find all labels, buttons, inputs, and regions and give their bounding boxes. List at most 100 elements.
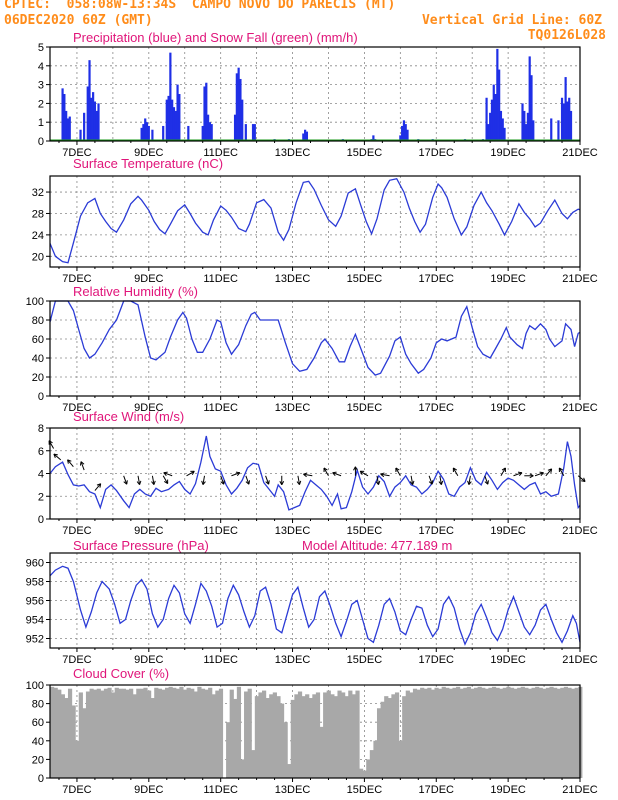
cloud-bar <box>499 688 504 778</box>
cloud-bar <box>509 687 515 778</box>
wind-arrow-head <box>201 480 204 485</box>
humidity-ytick-label: 40 <box>32 353 44 365</box>
wind-ytick-label: 2 <box>38 491 44 503</box>
cloud-bar <box>553 687 558 778</box>
wind-ytick-label: 0 <box>38 514 44 526</box>
cloud-bar <box>294 694 299 778</box>
wind-arrow <box>162 475 169 484</box>
wind-arrow <box>202 475 206 485</box>
cloud-bar <box>376 708 382 778</box>
cloud-bar <box>387 698 392 778</box>
precipitation-xtick-label: 7DEC <box>62 147 91 159</box>
wind-arrow-head <box>581 480 586 483</box>
wind-arrow <box>80 461 85 471</box>
cloud-bar <box>535 686 540 778</box>
cloud-bar <box>233 698 238 778</box>
cloud-cover-xtick-label: 15DEC <box>347 784 383 796</box>
precip-bar <box>489 112 492 141</box>
cloud-bar <box>118 688 123 778</box>
cloud-bar <box>147 690 152 778</box>
wind-arrow-head <box>539 471 544 474</box>
wind-ytick-label: 6 <box>38 446 44 458</box>
cloud-bar <box>502 687 507 778</box>
cloud-bar <box>574 687 579 778</box>
humidity-ytick-label: 100 <box>26 296 44 308</box>
precip-bar <box>503 127 506 141</box>
cloud-bar <box>355 690 360 778</box>
precip-bar <box>490 99 494 141</box>
cloud-bar <box>384 696 389 778</box>
temperature-xtick-label: 13DEC <box>275 273 311 285</box>
precip-bar <box>499 110 503 141</box>
cloud-bar <box>495 687 500 778</box>
precip-bar <box>523 110 526 141</box>
cloud-bar <box>416 689 421 778</box>
cloud-bar <box>463 687 468 778</box>
wind-xtick-label: 19DEC <box>490 525 526 537</box>
precip-bar <box>167 95 170 141</box>
model-code: TQ0126L028 <box>527 28 606 43</box>
cloud-bar <box>542 688 547 778</box>
precip-bar <box>207 114 210 141</box>
precip-bar <box>176 84 179 141</box>
precip-bar <box>492 84 495 141</box>
wind-arrow-head <box>191 471 195 475</box>
wind-arrow-head <box>303 472 308 475</box>
precipitation-ytick-label: 4 <box>38 61 44 73</box>
cloud-bar <box>186 687 191 778</box>
cloud-bar <box>103 688 109 778</box>
wind-arrow <box>468 475 471 485</box>
cloud-bar <box>517 687 522 778</box>
cloud-bar <box>269 694 274 778</box>
precip-bar <box>241 99 244 141</box>
cloud-bar <box>175 688 180 778</box>
temperature-xtick-label: 11DEC <box>203 273 238 285</box>
wind-arrow-head <box>409 481 414 485</box>
precip-bar <box>528 56 531 141</box>
precip-bar <box>562 103 565 141</box>
cloud-bar <box>283 722 288 778</box>
wind-xtick-label: 21DEC <box>562 525 598 537</box>
precipitation-xtick-label: 13DEC <box>275 147 311 159</box>
wind-arrow <box>534 472 544 477</box>
wind-arrow-head <box>164 481 168 484</box>
temperature-ytick-label: 28 <box>32 208 44 220</box>
cloud-bar <box>50 686 55 778</box>
wind-arrow <box>428 475 433 485</box>
cloud-cover-frame <box>49 684 581 779</box>
cloud-bar <box>438 688 443 778</box>
precipitation-ytick-label: 2 <box>38 98 44 110</box>
cloud-cover-xtick-label: 21DEC <box>562 784 598 796</box>
wind-arrow <box>380 473 390 477</box>
precip-bar <box>235 73 238 141</box>
wind-arrow-head <box>529 475 534 479</box>
precip-bar <box>399 135 402 141</box>
cloud-bar <box>326 690 331 778</box>
precip-bar <box>530 75 533 141</box>
cloud-cover-xtick-label: 17DEC <box>419 784 455 796</box>
temperature-ytick-label: 32 <box>32 187 44 199</box>
precip-bar <box>404 124 407 141</box>
wind-arrow-head <box>353 466 356 471</box>
wind-arrow-head <box>428 481 433 485</box>
pressure-ytick-label: 952 <box>26 634 44 646</box>
humidity-ytick-label: 60 <box>32 334 44 346</box>
cloud-bar <box>369 750 374 778</box>
wind-arrow-head <box>296 481 300 485</box>
wind-arrow-head <box>67 459 69 464</box>
cloud-bar <box>430 689 436 778</box>
precip-bar <box>526 112 529 141</box>
precip-bar <box>568 97 571 141</box>
pressure-title: Surface Pressure (hPa) <box>73 538 209 553</box>
cloud-bar <box>71 705 76 778</box>
cloud-cover-ytick-label: 80 <box>32 699 44 711</box>
cloud-bar <box>208 687 213 778</box>
cloud-bar <box>244 691 249 778</box>
temperature-frame <box>49 175 581 268</box>
cloud-bar <box>323 692 328 778</box>
wind-xtick-label: 15DEC <box>347 525 383 537</box>
cloud-bar <box>337 690 342 778</box>
wind-arrow <box>484 475 489 485</box>
precip-bar <box>145 122 149 141</box>
precip-bar <box>187 125 190 141</box>
